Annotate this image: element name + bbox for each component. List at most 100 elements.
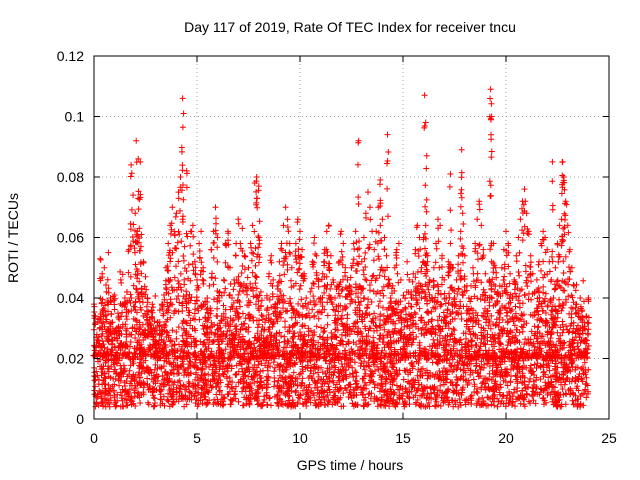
data-point — [266, 270, 273, 277]
data-point-background — [315, 315, 322, 322]
data-point-background — [109, 383, 116, 390]
data-point-spike — [175, 195, 182, 202]
data-point-background — [117, 268, 124, 275]
data-point — [435, 216, 441, 223]
data-point-background — [319, 380, 326, 387]
data-point — [340, 240, 347, 247]
data-point-spike — [190, 233, 197, 240]
data-point-spike — [311, 331, 318, 338]
data-point-spike — [196, 255, 203, 262]
data-point-spike — [338, 248, 345, 255]
data-point — [352, 228, 359, 235]
data-point-background — [130, 371, 137, 378]
data-point-background — [350, 374, 357, 380]
data-point-background — [518, 311, 525, 318]
data-point — [385, 276, 392, 283]
data-point — [117, 276, 124, 283]
data-point-spike — [210, 281, 217, 288]
data-point — [196, 240, 203, 247]
data-point-spike — [368, 299, 375, 305]
data-point-spike — [344, 311, 351, 318]
data-point-background — [470, 376, 477, 383]
data-point-spike — [213, 312, 220, 319]
data-point-background — [361, 366, 368, 373]
data-point — [111, 292, 118, 298]
data-point-background — [481, 375, 488, 382]
data-point-background — [100, 319, 107, 326]
data-point — [303, 295, 310, 301]
data-point — [247, 240, 254, 247]
data-point-background — [307, 367, 314, 374]
data-point-background — [245, 360, 252, 367]
data-point-spike — [127, 220, 134, 227]
data-point — [169, 204, 176, 211]
data-point — [130, 192, 137, 199]
data-point-spike — [367, 287, 373, 294]
data-point — [177, 174, 184, 180]
grid — [94, 56, 609, 419]
data-point-background — [340, 390, 347, 397]
data-point — [185, 261, 192, 268]
data-point — [245, 264, 252, 271]
data-point-background — [126, 367, 133, 374]
data-point-background — [213, 391, 220, 398]
data-point — [132, 210, 139, 217]
data-point-spike — [467, 298, 474, 305]
data-point — [297, 228, 303, 235]
data-point-spike — [168, 226, 175, 233]
data-point-spike — [476, 241, 483, 248]
data-point-background — [454, 382, 460, 389]
data-point-spike — [439, 264, 445, 270]
data-point-background — [393, 382, 400, 389]
data-point-spike — [123, 316, 130, 323]
data-point — [142, 273, 149, 280]
data-point-background — [239, 365, 245, 372]
data-point-spike — [446, 268, 453, 275]
data-point-background — [137, 400, 144, 406]
data-point-background — [277, 288, 283, 294]
data-point-spike — [131, 303, 138, 310]
data-point-spike — [298, 296, 305, 303]
data-point-spike — [128, 170, 135, 177]
data-point-background — [160, 310, 167, 317]
data-point — [97, 255, 104, 262]
data-point-spike — [365, 245, 372, 252]
data-point-spike — [238, 270, 245, 276]
data-point-background — [572, 287, 579, 294]
data-point-background — [138, 370, 145, 377]
data-point-background — [264, 402, 271, 408]
data-point — [319, 270, 326, 277]
data-point-spike — [457, 298, 464, 305]
data-point — [284, 216, 291, 223]
data-point — [327, 252, 334, 259]
data-point-spike — [431, 282, 438, 289]
data-point-spike — [158, 331, 165, 338]
data-point-background — [187, 389, 194, 396]
data-point-spike — [248, 257, 255, 264]
data-point — [237, 240, 244, 247]
data-point — [181, 243, 188, 250]
data-point-spike — [442, 300, 449, 307]
data-point-background — [511, 389, 517, 396]
data-point-background — [510, 365, 517, 372]
data-point — [220, 276, 227, 283]
data-point-background — [268, 332, 275, 339]
data-point-background — [271, 383, 277, 390]
data-point-spike — [337, 231, 344, 238]
data-point-background — [216, 366, 223, 373]
data-point-background — [157, 388, 164, 395]
data-point-spike — [360, 271, 367, 278]
data-point-spike — [285, 228, 292, 235]
data-point-spike — [321, 259, 328, 266]
data-point — [206, 282, 213, 289]
data-point-spike — [315, 283, 322, 290]
data-point-background — [176, 299, 183, 306]
data-point-spike — [187, 242, 194, 249]
data-point-spike — [179, 308, 186, 314]
data-point — [276, 258, 283, 265]
data-point-background — [235, 398, 242, 405]
x-axis-label: GPS time / hours — [297, 457, 404, 473]
data-point-spike — [190, 251, 197, 258]
data-point-spike — [311, 240, 317, 247]
